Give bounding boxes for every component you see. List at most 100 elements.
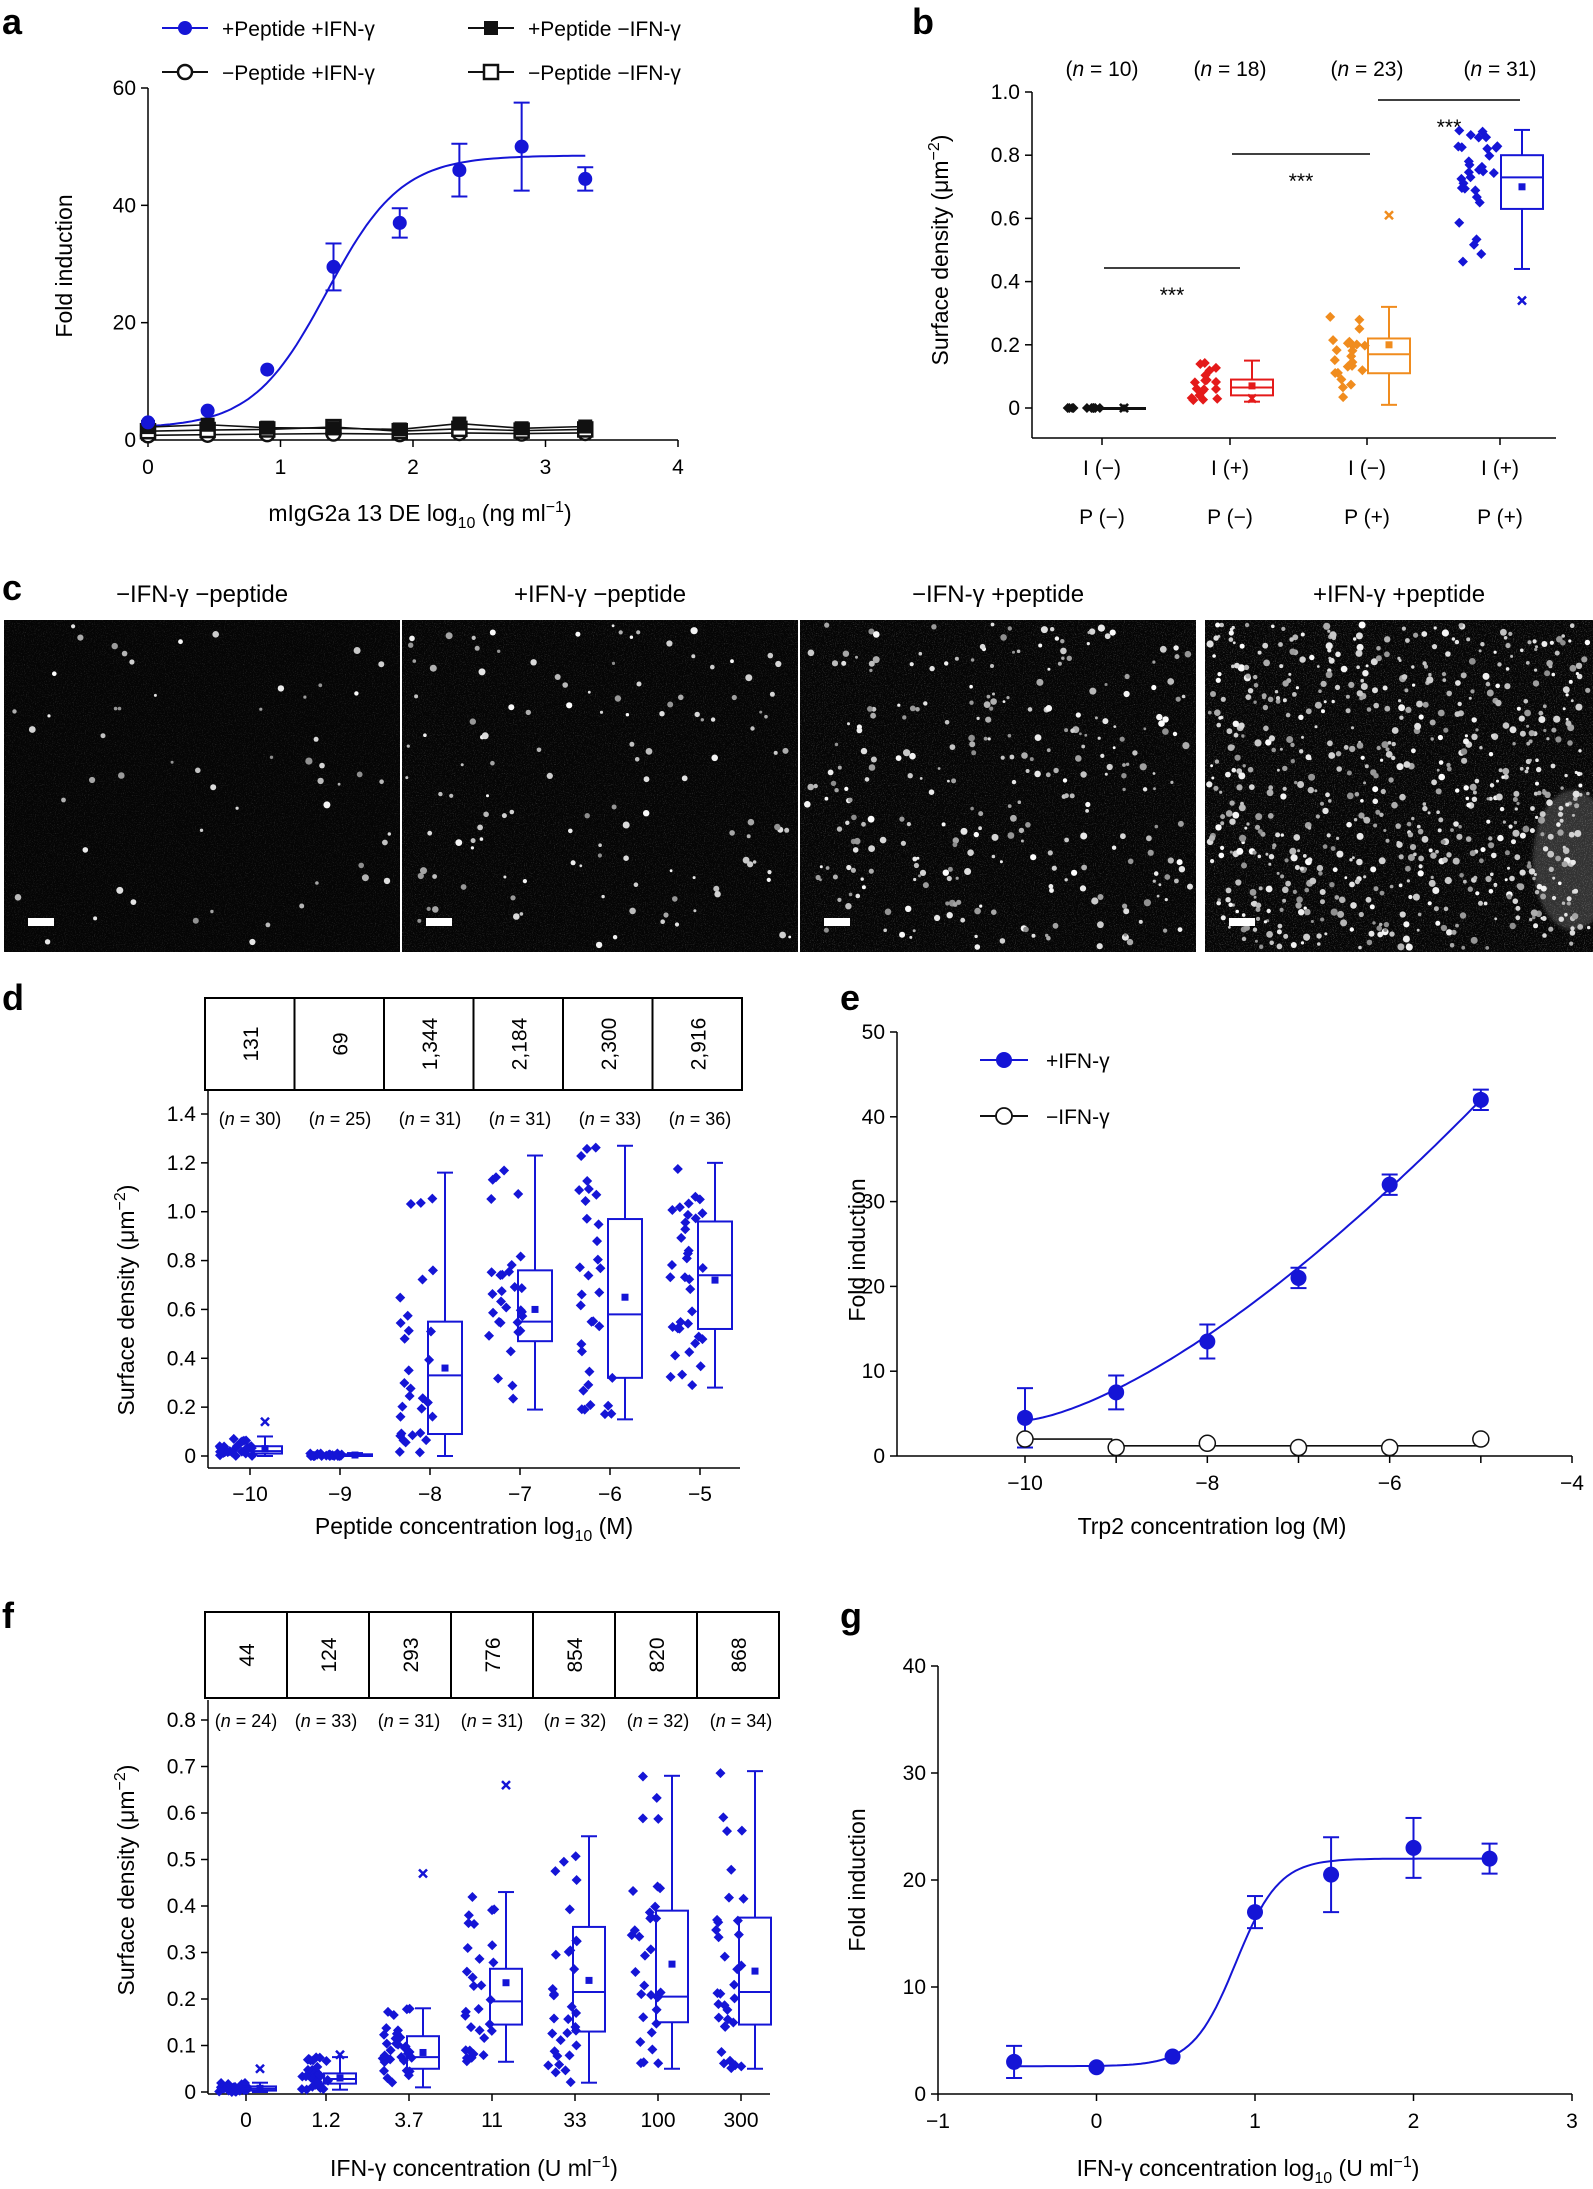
fluorescent-spot [1485, 946, 1490, 950]
fluorescent-spot [1359, 696, 1364, 701]
table-count: 854 [564, 1637, 587, 1672]
micrograph [800, 620, 1196, 952]
fluorescent-spot [1329, 631, 1337, 639]
n-label-part: ( [579, 1109, 585, 1129]
fluorescent-spot [767, 870, 772, 875]
fluorescent-spot [915, 707, 920, 712]
fluorescent-spot [1229, 627, 1234, 632]
x-tick-label: 3.7 [394, 2109, 423, 2132]
fluorescent-spot [192, 917, 199, 924]
scatter-point [301, 2084, 312, 2095]
fluorescent-spot [568, 828, 573, 834]
fluorescent-spot [1075, 712, 1081, 718]
scatter-point [715, 1768, 726, 1779]
n-label: (n = 33) [295, 1711, 358, 1731]
fluorescent-spot [259, 707, 263, 711]
fluorescent-spot [1258, 886, 1263, 891]
fluorescent-spot [900, 840, 907, 846]
fluorescent-spot [964, 868, 972, 875]
fluorescent-spot [1570, 699, 1574, 703]
data-point [1247, 1904, 1263, 1921]
y-tick-label: 0.8 [167, 1709, 196, 1732]
n-label-part: = 31) [415, 1109, 462, 1129]
fluorescent-spot [942, 869, 949, 876]
fluorescent-spot [1282, 680, 1289, 687]
fluorescent-spot [1215, 677, 1221, 683]
fluorescent-spot [867, 706, 873, 712]
scatter-point [488, 1307, 499, 1318]
fluorescent-spot [277, 685, 285, 692]
fluorescent-spot [1497, 662, 1502, 667]
fluorescent-spot [470, 838, 476, 844]
scatter-point [564, 2050, 575, 2061]
scatter-point [581, 1213, 592, 1224]
fluorescent-spot [1446, 762, 1451, 768]
scatter-point [399, 1333, 410, 1344]
count-table-d: 131 69 1,344 2,184 2,300 2,916 [204, 997, 743, 1091]
fluorescent-spot [1509, 922, 1516, 930]
scatter-point [693, 1331, 704, 1342]
fluorescent-spot [1269, 940, 1274, 946]
scatter-point [558, 1856, 569, 1867]
fluorescent-spot [1097, 921, 1104, 929]
fluorescent-spot [1490, 733, 1496, 739]
fluorescent-spot [1526, 724, 1530, 728]
fluorescent-spot [1305, 754, 1312, 761]
fluorescent-spot [1346, 792, 1354, 800]
fluorescent-spot [1360, 799, 1364, 803]
n-label: (n = 36) [669, 1109, 732, 1129]
fluorescent-spot [1234, 662, 1240, 669]
fluorescent-spot [1385, 751, 1393, 758]
fluorescent-spot [1511, 839, 1516, 845]
fluorescent-spot [1228, 637, 1234, 642]
fluorescent-spot [1356, 665, 1360, 669]
fluorescent-spot [1111, 845, 1117, 850]
scatter-point [562, 2028, 573, 2039]
n-label-part: n [1471, 58, 1483, 81]
table-count: 44 [236, 1643, 259, 1667]
fluorescent-spot [1376, 745, 1381, 751]
fluorescent-spot [1383, 928, 1388, 932]
fluorescent-spot [884, 908, 892, 916]
fluorescent-spot [315, 881, 319, 885]
scatter-point [1211, 376, 1222, 387]
n-label-part: = 25) [325, 1109, 372, 1129]
fluorescent-spot [1350, 726, 1355, 730]
scatter-point [387, 2077, 398, 2088]
fluorescent-spot [1505, 667, 1510, 671]
fluorescent-spot [1398, 854, 1404, 860]
series-line [1025, 1438, 1481, 1447]
fluorescent-spot [1440, 839, 1446, 845]
y-tick-label: 0.8 [991, 144, 1020, 167]
fluorescent-spot [1233, 732, 1239, 738]
n-label-part: ( [1066, 58, 1073, 81]
y-tick-label: 10 [903, 1976, 926, 1999]
y-tick-label: 20 [903, 1869, 926, 1892]
scatter-point [720, 2021, 731, 2032]
fluorescent-spot [1139, 763, 1147, 771]
fluorescent-spot [1446, 852, 1452, 858]
scatter-point [300, 2071, 311, 2082]
n-label: (n = 34) [710, 1711, 773, 1731]
fluorescent-spot [1463, 785, 1469, 791]
fluorescent-spot [1504, 850, 1510, 856]
y-tick-label: 1.0 [167, 1201, 196, 1224]
scatter-point [486, 2025, 497, 2036]
data-point [1107, 1438, 1125, 1457]
scatter-point [1476, 161, 1487, 172]
fluorescent-spot [1373, 886, 1379, 892]
fluorescent-spot [1152, 660, 1156, 664]
fluorescent-spot [1373, 773, 1379, 779]
fluorescent-spot [1265, 852, 1269, 856]
micrograph-title: −IFN-γ +peptide [912, 581, 1084, 608]
panel-label-e: e [840, 977, 860, 1018]
y-tick-label: 10 [862, 1360, 885, 1383]
fluorescent-spot [1365, 896, 1372, 903]
data-point [1405, 1839, 1422, 1856]
fluorescent-spot [1401, 626, 1406, 631]
fluorescent-spot [1002, 700, 1006, 703]
fluorescent-spot [1286, 736, 1294, 743]
scatter-point [571, 1874, 582, 1885]
fluorescent-spot [861, 821, 866, 827]
fluorescent-spot [1519, 730, 1526, 737]
